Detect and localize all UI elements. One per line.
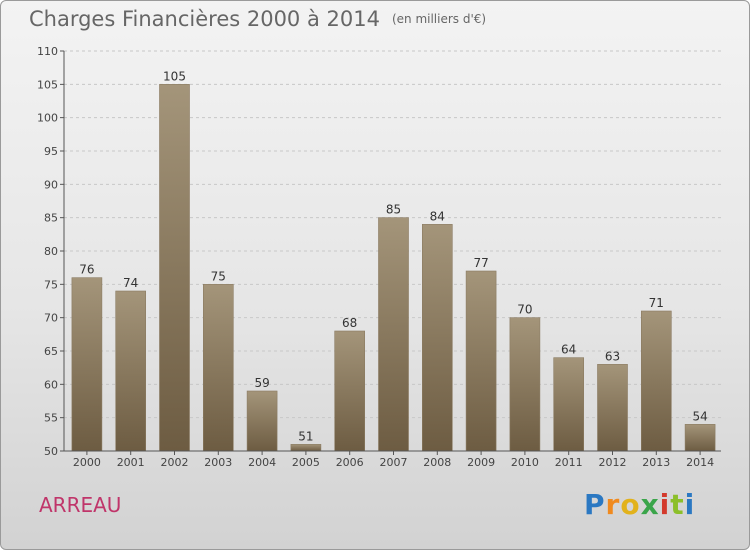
bar — [115, 290, 146, 452]
x-tick-label: 2000 — [73, 456, 101, 469]
x-tick-label: 2002 — [161, 456, 189, 469]
axes: 50 55 60 65 70 75 80 85 90 95 100 105 110 2000 2001 200… — [37, 45, 721, 469]
logo-letter: x — [640, 488, 660, 521]
logo-letter: i — [659, 488, 671, 521]
x-tick-label: 2009 — [467, 456, 495, 469]
y-tick-label: 65 — [44, 345, 58, 358]
x-tick-label: 2007 — [380, 456, 408, 469]
bar — [246, 390, 278, 452]
bar — [640, 310, 672, 452]
commune-name: ARREAU — [39, 493, 122, 517]
y-tick-label: 95 — [44, 145, 58, 158]
data-label: 54 — [692, 409, 707, 423]
bars — [71, 84, 716, 452]
bar — [684, 424, 716, 452]
y-tick-label: 50 — [44, 445, 58, 458]
y-tick-label: 80 — [44, 245, 58, 258]
y-tick-label: 105 — [37, 78, 58, 91]
y-tick-label: 70 — [44, 312, 58, 325]
proxiti-logo[interactable]: Proxiti — [584, 488, 695, 521]
chart-subtitle: (en milliers d'€) — [391, 12, 487, 26]
y-tick-label: 60 — [44, 378, 58, 391]
bar — [421, 224, 453, 452]
bar — [597, 364, 628, 452]
data-label: 105 — [163, 69, 186, 83]
x-tick-label: 2013 — [642, 456, 670, 469]
data-label: 84 — [430, 209, 445, 223]
x-tick-label: 2010 — [511, 456, 539, 469]
bar — [553, 357, 585, 452]
data-label: 70 — [517, 303, 532, 317]
data-label: 68 — [342, 316, 357, 330]
data-label: 85 — [386, 203, 401, 217]
chart-title-text: Charges Financières 2000 à 2014 — [29, 7, 380, 31]
x-tick-label: 2011 — [555, 456, 583, 469]
logo-letter: o — [620, 488, 641, 521]
y-tick-label: 75 — [44, 278, 58, 291]
labels: 76 74 105 75 59 51 68 85 84 77 70 64 63 71 54 — [79, 69, 707, 443]
x-tick-label: 2004 — [248, 456, 276, 469]
data-label: 63 — [605, 349, 620, 363]
x-tick-label: 2014 — [686, 456, 714, 469]
x-tick-label: 2003 — [204, 456, 232, 469]
data-label: 77 — [473, 256, 488, 270]
y-tick-label: 110 — [37, 45, 58, 58]
bar — [378, 217, 409, 452]
bar — [509, 317, 541, 452]
logo-letter: r — [605, 488, 621, 521]
y-tick-label: 100 — [37, 112, 58, 125]
logo-letter: t — [670, 488, 685, 521]
bar — [203, 284, 234, 452]
data-label: 76 — [79, 263, 94, 277]
bar — [290, 444, 322, 452]
data-label: 59 — [254, 376, 269, 390]
logo-letter: P — [584, 488, 606, 521]
data-label: 74 — [123, 276, 138, 290]
x-tick-label: 2012 — [599, 456, 627, 469]
x-tick-label: 2001 — [117, 456, 145, 469]
data-label: 51 — [298, 429, 313, 443]
bar — [71, 277, 103, 452]
data-label: 71 — [649, 296, 664, 310]
logo-letter: i — [684, 488, 696, 521]
y-tick-label: 90 — [44, 178, 58, 191]
data-label: 75 — [211, 269, 226, 283]
x-tick-label: 2008 — [423, 456, 451, 469]
y-tick-label: 85 — [44, 212, 58, 225]
bar — [159, 84, 190, 452]
x-tick-label: 2005 — [292, 456, 320, 469]
bar — [465, 270, 497, 452]
x-tick-label: 2006 — [336, 456, 364, 469]
bar — [334, 330, 366, 452]
y-tick-label: 55 — [44, 412, 58, 425]
chart-title: Charges Financières 2000 à 2014 (en milli… — [29, 7, 486, 31]
data-label: 64 — [561, 343, 576, 357]
